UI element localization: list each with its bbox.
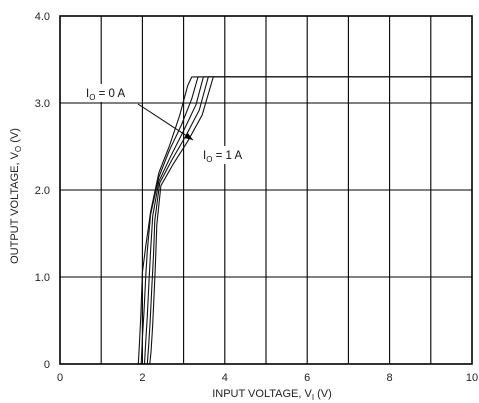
x-axis-title: INPUT VOLTAGE, VI (V) xyxy=(212,388,332,402)
annotation-1-main: I xyxy=(203,150,206,162)
annotation-arrow xyxy=(137,103,194,141)
annotation-1-rest: = 1 A xyxy=(212,150,242,162)
x-tick-label: 0 xyxy=(57,372,63,384)
annotation-0-rest: = 0 A xyxy=(95,88,125,100)
y-tick-label: 4.0 xyxy=(35,11,50,23)
y-tick-labels: 0 1.0 2.0 3.0 4.0 xyxy=(35,11,50,371)
annotation-0-background xyxy=(82,84,140,102)
annotation-io-0a: IO = 0 A xyxy=(86,88,125,102)
x-axis-title-main: INPUT VOLTAGE, V xyxy=(212,388,312,400)
grid xyxy=(60,16,472,364)
y-axis-title-unit: (V) xyxy=(9,128,21,146)
y-axis-title: OUTPUT VOLTAGE, VO (V) xyxy=(9,128,23,264)
x-axis-title-unit: (V) xyxy=(314,388,332,400)
annotation-1-background xyxy=(199,146,255,164)
x-tick-label: 2 xyxy=(139,372,145,384)
series-group xyxy=(137,76,472,365)
series-line xyxy=(140,76,472,365)
series-line xyxy=(137,76,472,365)
y-tick-label: 2.0 xyxy=(35,185,50,197)
x-axis-title-sub: I xyxy=(312,393,314,402)
x-tick-label: 4 xyxy=(222,372,228,384)
y-axis-title-main: OUTPUT VOLTAGE, V xyxy=(9,151,21,264)
annotation-io-1a: IO = 1 A xyxy=(203,150,242,164)
annotation-0-main: I xyxy=(86,88,89,100)
y-axis-title-sub: O xyxy=(14,146,23,152)
annotation-0-sub: O xyxy=(89,93,95,102)
y-tick-label: 3.0 xyxy=(35,98,50,110)
x-tick-label: 8 xyxy=(387,372,393,384)
y-tick-label: 1.0 xyxy=(35,272,50,284)
annotation-1-sub: O xyxy=(206,155,212,164)
series-line xyxy=(149,76,472,365)
x-tick-label: 6 xyxy=(304,372,310,384)
x-tick-labels: 0 2 4 6 8 10 xyxy=(57,372,478,384)
annotation-arrowhead xyxy=(184,133,193,140)
series-line xyxy=(143,76,472,365)
plot-frame xyxy=(59,15,473,365)
x-tick-label: 10 xyxy=(466,372,478,384)
y-tick-label: 0 xyxy=(44,359,50,371)
series-line xyxy=(146,76,472,365)
